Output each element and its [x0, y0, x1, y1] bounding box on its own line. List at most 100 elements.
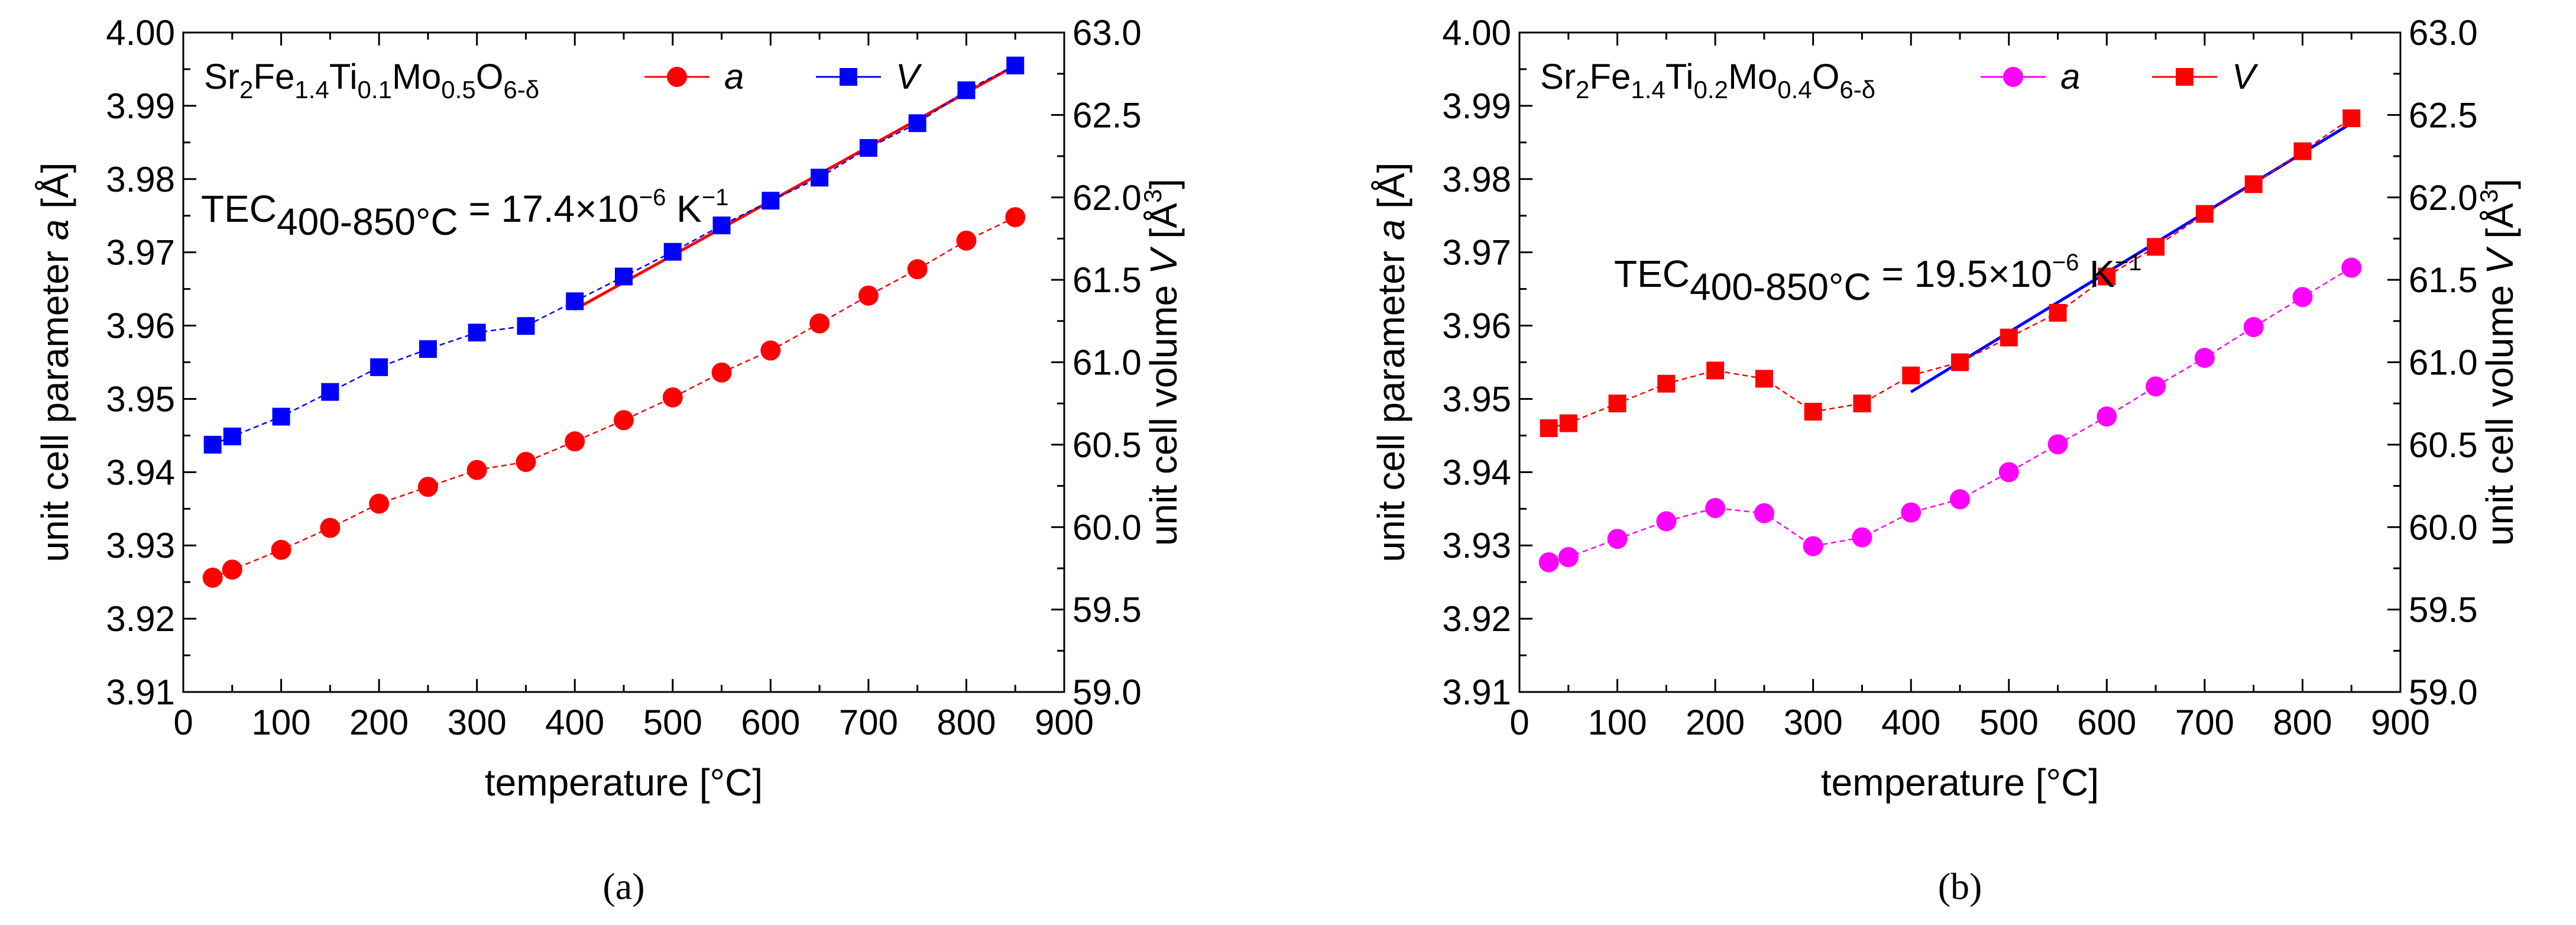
y-right-tick-label: 59.5 [1072, 590, 1142, 630]
legend-formula: Sr2Fe1.4Ti0.2Mo0.4O6-δ [1540, 57, 1875, 104]
data-point-a [1538, 552, 1559, 573]
x-tick-label: 100 [252, 703, 311, 742]
data-point-V [272, 407, 290, 426]
y-left-tick-label: 3.98 [1442, 160, 1511, 199]
y-left-tick-label: 3.98 [106, 160, 175, 199]
data-point-a [565, 431, 585, 452]
data-point-a [614, 410, 634, 431]
data-point-a [1705, 498, 1726, 519]
data-point-a [1901, 502, 1922, 523]
y-left-tick-label: 3.94 [1442, 452, 1511, 492]
data-point-V [566, 292, 584, 311]
x-tick-label: 400 [1881, 703, 1940, 742]
y-right-tick-label: 63.0 [1072, 13, 1142, 53]
x-tick-label: 400 [545, 703, 604, 742]
y-right-tick-label: 61.0 [2409, 343, 2478, 383]
x-tick-label: 800 [2273, 703, 2332, 742]
data-point-V [2147, 238, 2165, 256]
legend-marker-a [2003, 67, 2023, 87]
data-point-a [2047, 434, 2068, 455]
data-point-V [1902, 366, 1920, 384]
y-right-tick-label: 59.0 [2409, 672, 2478, 712]
y-left-tick-label: 3.91 [106, 672, 175, 712]
data-point-V [223, 427, 241, 445]
tec-annotation: TEC400-850°C = 19.5×10−6 K−1 [1614, 250, 2141, 308]
y-left-tick-label: 3.92 [1442, 599, 1511, 639]
data-point-V [2098, 267, 2116, 286]
plot-frame [182, 31, 1065, 693]
data-point-V [1804, 403, 1822, 421]
x-tick-label: 100 [1588, 703, 1647, 742]
data-point-a [907, 259, 928, 280]
legend-marker-V [2176, 68, 2193, 86]
data-point-a [662, 387, 683, 407]
data-point-a [760, 340, 781, 361]
data-point-a [2146, 376, 2166, 397]
data-point-a [1950, 489, 1970, 510]
y-left-tick-label: 3.95 [1442, 379, 1511, 419]
y-right-axis-label: unit cell volume V [Å3] [2475, 179, 2521, 546]
data-point-V [1951, 353, 1969, 371]
x-tick-label: 700 [839, 703, 898, 742]
data-point-a [1852, 527, 1872, 548]
data-point-V [419, 340, 437, 358]
data-point-V [1755, 370, 1773, 388]
y-right-tick-label: 60.0 [2409, 507, 2478, 547]
y-right-tick-label: 63.0 [2409, 13, 2478, 53]
data-point-V [1657, 374, 1676, 393]
data-point-a [2292, 287, 2313, 308]
data-point-V [2049, 303, 2067, 322]
y-right-tick-label: 60.5 [1072, 425, 1142, 465]
y-right-tick-label: 62.0 [1072, 178, 1142, 218]
data-point-a [1754, 503, 1774, 523]
y-left-tick-label: 3.96 [106, 306, 175, 346]
data-point-a [271, 539, 291, 560]
data-point-V [2342, 109, 2361, 127]
tec-annotation: TEC400-850°C = 17.4×10−6 K−1 [201, 185, 728, 243]
y-left-axis-label: unit cell parameter a [Å] [34, 163, 76, 562]
x-tick-label: 800 [937, 703, 996, 742]
data-point-a [1656, 511, 1677, 532]
data-point-a [369, 493, 390, 514]
x-tick-label: 600 [741, 703, 800, 742]
data-point-V [2293, 142, 2312, 160]
y-right-tick-label: 61.0 [1072, 343, 1142, 383]
legend-label-V: V [2232, 57, 2259, 96]
y-right-tick-label: 62.5 [2409, 95, 2478, 135]
data-point-a [956, 230, 977, 251]
data-point-V [615, 267, 633, 286]
data-point-V [1006, 56, 1025, 75]
data-point-V [1559, 414, 1577, 432]
y-left-tick-label: 4.00 [1442, 13, 1511, 53]
legend-label-a: a [724, 57, 744, 96]
x-tick-label: 500 [1979, 703, 2039, 742]
data-point-V [370, 358, 388, 376]
y-right-tick-label: 60.5 [2409, 425, 2478, 465]
y-left-tick-label: 3.93 [1442, 526, 1511, 565]
chart-panel-b: 0 100 200 300 400 500 600 700 800 900 3.91 3.92 3.93… [1370, 13, 2521, 907]
legend-label-a: a [2060, 57, 2080, 96]
data-point-V [2244, 175, 2263, 193]
y-left-tick-label: 3.94 [106, 452, 175, 492]
y-right-tick-label: 59.5 [2409, 590, 2478, 630]
y-left-tick-label: 3.97 [1442, 233, 1511, 273]
data-point-a [417, 477, 438, 497]
x-tick-label: 0 [173, 703, 193, 742]
y-right-axis-label: unit cell volume V [Å3] [1139, 179, 1185, 546]
data-point-a [1005, 207, 1026, 228]
data-point-V [1853, 394, 1871, 413]
panel-label: (a) [602, 865, 644, 907]
data-point-V [811, 169, 829, 187]
data-point-a [516, 451, 536, 472]
x-tick-label: 200 [349, 703, 409, 742]
data-point-V [468, 324, 486, 342]
x-tick-label: 300 [1784, 703, 1843, 742]
x-axis-label: temperature [°C] [1821, 761, 2099, 804]
y-left-tick-label: 3.91 [1442, 672, 1511, 712]
fit-line [1910, 122, 2353, 393]
x-tick-label: 700 [2175, 703, 2234, 742]
x-tick-label: 200 [1686, 703, 1745, 742]
data-point-V [1540, 419, 1558, 437]
data-point-V [203, 435, 222, 454]
y-left-tick-label: 3.96 [1442, 306, 1511, 346]
